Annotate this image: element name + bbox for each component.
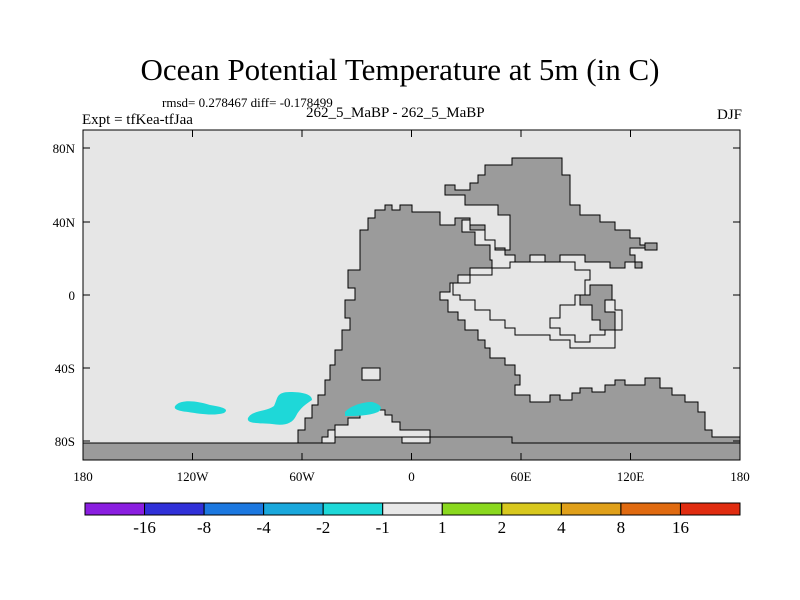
colorbar-label: -8 [197, 518, 211, 537]
colorbar-label: 1 [438, 518, 447, 537]
colorbar-swatch [322, 502, 384, 516]
colorbar-label: -1 [376, 518, 390, 537]
y-axis: 80N 40N 0 40S 80S [53, 141, 740, 449]
colorbar: -16 -8 -4 -2 -1 1 2 4 8 16 [84, 502, 741, 537]
x-tick-label: 60E [511, 469, 532, 484]
colorbar-swatch [501, 502, 562, 516]
colorbar-swatch [263, 502, 324, 516]
colorbar-swatch [560, 502, 622, 516]
experiment-label: Expt = tfKea-tfJaa [82, 112, 193, 128]
x-tick-label: 0 [408, 469, 415, 484]
ocean-small-lake [361, 367, 381, 381]
colorbar-label: 4 [557, 518, 566, 537]
y-tick-label: 40N [53, 215, 76, 230]
y-tick-label: 0 [69, 288, 76, 303]
colorbar-label: -4 [257, 518, 272, 537]
ocean-inner-basin [452, 261, 623, 349]
season-label: DJF [716, 107, 742, 123]
land-island-east [579, 284, 616, 331]
colorbar-swatch [441, 502, 503, 516]
x-tick-label: 180 [73, 469, 93, 484]
colorbar-label: 2 [498, 518, 507, 537]
colorbar-swatch [679, 502, 741, 516]
colorbar-label: -16 [133, 518, 156, 537]
anomaly-patch-central [247, 392, 312, 425]
rmsd-diff-stats: rmsd= 0.278467 diff= -0.178499 [162, 95, 333, 110]
colorbar-swatch [203, 502, 265, 516]
colorbar-label: 16 [672, 518, 689, 537]
x-tick-label: 180 [730, 469, 750, 484]
colorbar-swatch [144, 502, 205, 516]
anomaly-patch-east [345, 402, 381, 416]
colorbar-label: -2 [316, 518, 330, 537]
y-tick-label: 80S [55, 434, 75, 449]
y-tick-label: 80N [53, 141, 76, 156]
x-tick-label: 60W [289, 469, 315, 484]
colorbar-swatch [620, 502, 681, 516]
colorbar-swatch [84, 502, 146, 516]
anomaly-patch-west [174, 401, 227, 415]
x-axis: 180 120W 60W 0 60E 120E 180 [73, 130, 750, 484]
x-tick-label: 120E [617, 469, 645, 484]
y-tick-label: 40S [55, 361, 75, 376]
plot-title: Ocean Potential Temperature at 5m (in C) [140, 52, 660, 87]
x-tick-label: 120W [177, 469, 210, 484]
colorbar-label: 8 [617, 518, 626, 537]
run-label: 262_5_MaBP - 262_5_MaBP [306, 105, 485, 121]
colorbar-swatch [382, 502, 443, 516]
